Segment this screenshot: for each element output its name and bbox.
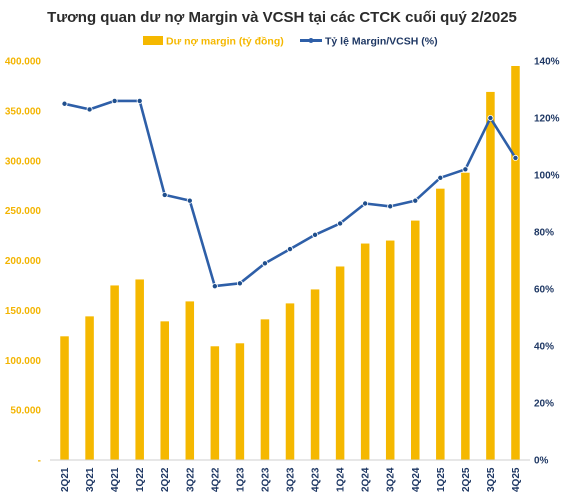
bar (110, 285, 119, 460)
line-point (136, 97, 143, 104)
line-point (261, 260, 268, 267)
line-point (61, 100, 68, 107)
bar (310, 289, 320, 460)
x-axis-tick-label: 2Q24 (361, 467, 372, 492)
bar (85, 316, 94, 460)
bar (60, 336, 69, 460)
bar (436, 188, 445, 460)
legend: Dư nợ margin (tỷ đồng) Tỷ lệ Margin/VCSH … (143, 36, 438, 48)
x-axis-tick-label: 4Q21 (110, 467, 121, 492)
right-axis-tick-label: 100% (534, 171, 560, 182)
bar (511, 65, 520, 461)
left-axis-tick-label: 350.000 (5, 106, 42, 117)
right-axis-tick-label: 60% (534, 285, 554, 296)
x-axis-tick-label: 1Q25 (436, 467, 447, 492)
line-point (312, 231, 319, 238)
bar (235, 343, 245, 460)
x-axis-tick-label: 2Q22 (160, 467, 171, 492)
bar (360, 243, 370, 460)
x-axis-tick-label: 3Q23 (286, 467, 297, 492)
right-axis-tick-label: 120% (534, 114, 560, 125)
x-axis-tick-label: 3Q21 (85, 467, 96, 492)
x-axis-tick-label: 3Q24 (386, 467, 397, 492)
line-point (111, 97, 118, 104)
ratio-line (64, 99, 517, 288)
line-point (487, 115, 494, 122)
line-point (186, 197, 193, 204)
bar (260, 319, 270, 460)
x-axis-tick-label: 1Q22 (135, 467, 146, 492)
legend-swatch-ratio-marker (308, 38, 314, 43)
line-point (412, 197, 419, 204)
left-axis-tick-label: - (38, 456, 41, 467)
bar (335, 266, 345, 460)
bar (461, 172, 470, 460)
x-axis-tick-label: 4Q24 (411, 467, 422, 492)
bar-series (60, 65, 520, 461)
right-axis-tick-label: 40% (534, 342, 554, 353)
bar (160, 321, 169, 460)
right-axis-tick-label: 140% (534, 57, 560, 68)
line-point (387, 203, 394, 210)
line-point (362, 200, 369, 207)
left-axis-tick-label: 100.000 (5, 356, 42, 367)
left-axis-tick-label: 50.000 (10, 406, 41, 417)
line-point (236, 280, 243, 287)
legend-label-ratio: Tỷ lệ Margin/VCSH (%) (325, 36, 438, 48)
left-axis: - 50.000 100.000 150.000 200.000 250.000 300.0… (5, 57, 42, 467)
legend-label-margin: Dư nợ margin (tỷ đồng) (166, 36, 284, 48)
line-point (337, 220, 344, 227)
left-axis-tick-label: 250.000 (5, 206, 42, 217)
right-axis: 0% 20% 40% 60% 80% 100% 120% 140% (534, 57, 560, 467)
line-series (61, 97, 519, 290)
right-axis-tick-label: 0% (534, 456, 549, 467)
bar (210, 346, 220, 460)
left-axis-tick-label: 400.000 (5, 57, 42, 68)
x-axis: 2Q21 3Q21 4Q21 1Q22 2Q22 3Q22 4Q22 1Q23 2Q23 3Q23… (60, 467, 522, 492)
legend-swatch-margin (143, 36, 163, 45)
line-point (86, 106, 93, 113)
line-point (211, 283, 218, 290)
left-axis-tick-label: 150.000 (5, 306, 42, 317)
left-axis-tick-label: 200.000 (5, 256, 42, 267)
bar (185, 301, 195, 460)
x-axis-tick-label: 1Q23 (235, 467, 246, 492)
bar (385, 240, 395, 460)
bar (135, 279, 144, 460)
x-axis-tick-label: 4Q25 (511, 467, 522, 492)
x-axis-tick-label: 1Q24 (336, 467, 347, 492)
x-axis-tick-label: 3Q25 (486, 467, 497, 492)
line-point (462, 166, 469, 173)
x-axis-tick-label: 3Q22 (185, 467, 196, 492)
x-axis-tick-label: 2Q23 (260, 467, 271, 492)
right-axis-tick-label: 80% (534, 228, 554, 239)
left-axis-tick-label: 300.000 (5, 156, 42, 167)
line-point (512, 154, 519, 161)
x-axis-tick-label: 4Q23 (311, 467, 322, 492)
right-axis-tick-label: 20% (534, 399, 554, 410)
line-point (161, 191, 168, 198)
line-point (437, 174, 444, 181)
line-point (286, 246, 293, 253)
chart-title: Tương quan dư nợ Margin và VCSH tại các … (47, 9, 517, 26)
bar (285, 303, 295, 460)
bar (411, 220, 420, 460)
x-axis-tick-label: 2Q25 (461, 467, 472, 492)
x-axis-tick-label: 2Q21 (60, 467, 71, 492)
x-axis-tick-label: 4Q22 (210, 467, 221, 492)
bar (486, 91, 495, 461)
